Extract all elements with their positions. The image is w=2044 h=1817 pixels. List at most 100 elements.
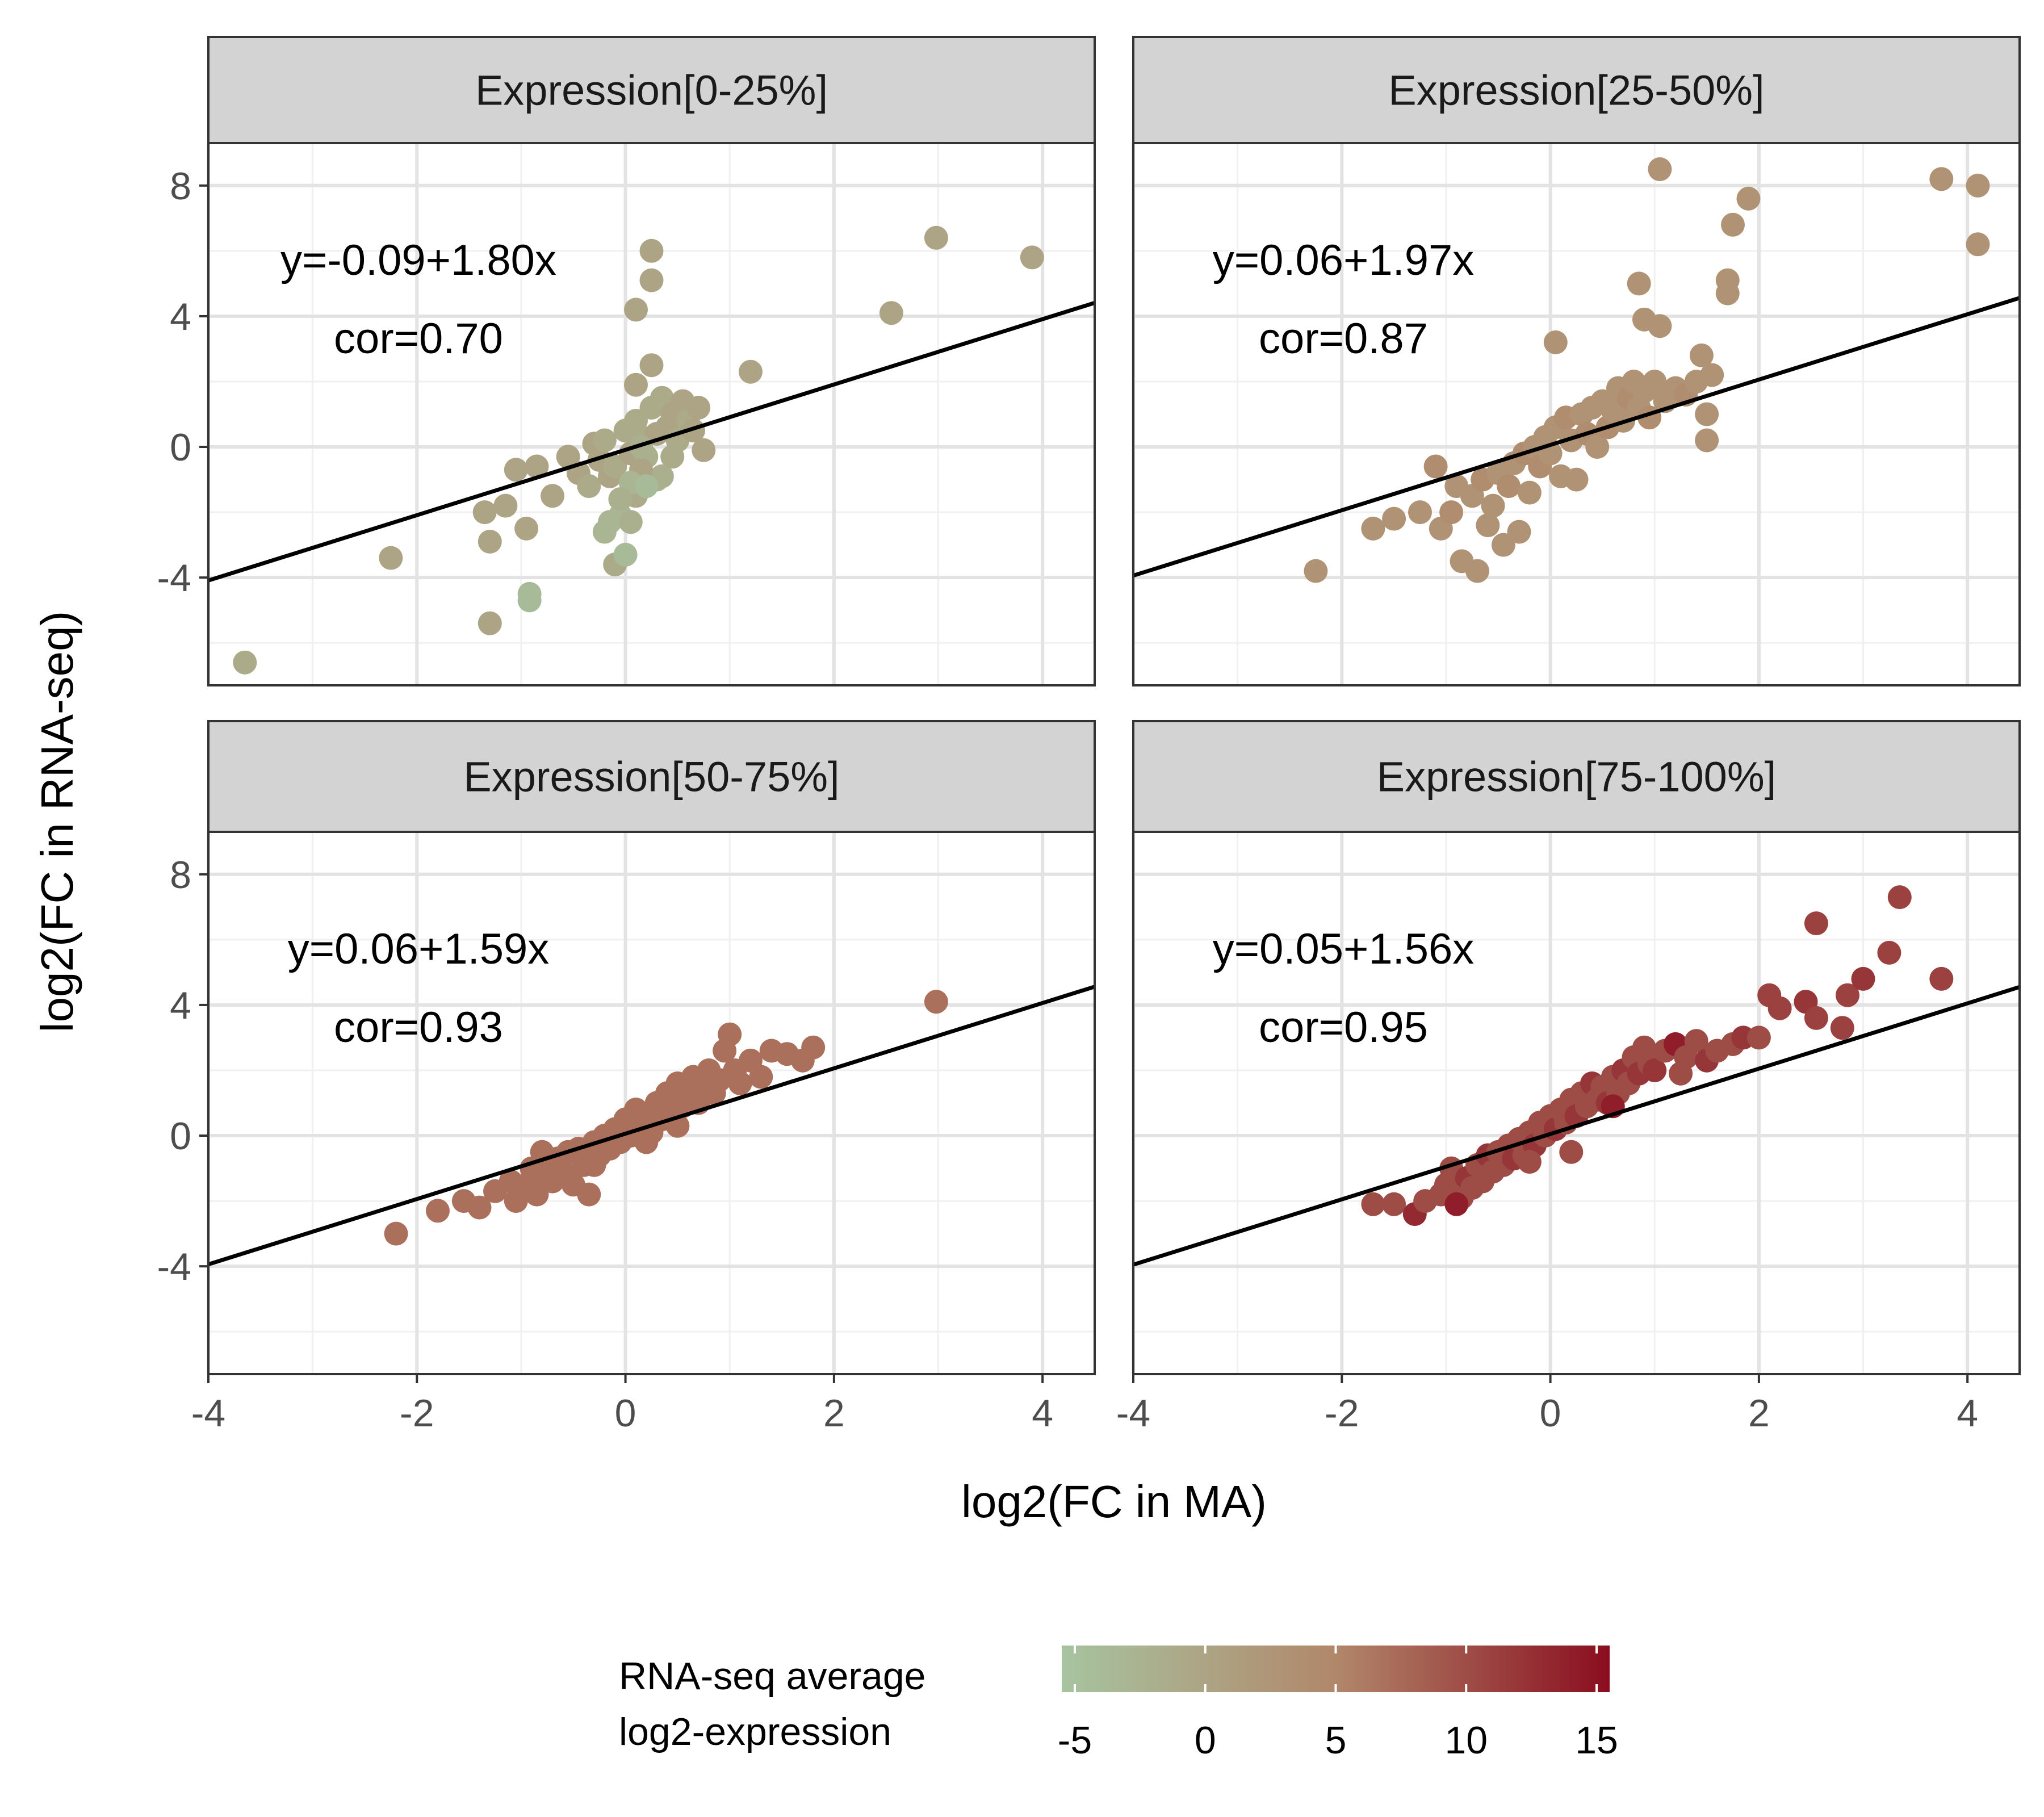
- y-tick-label: 4: [170, 295, 191, 338]
- facet-strip: [207, 36, 1096, 144]
- correlation-label: cor=0.95: [1259, 1003, 1428, 1052]
- x-tick-label: -4: [1116, 1392, 1150, 1435]
- y-tick-label: 8: [170, 853, 191, 897]
- plot-area: [208, 985, 1095, 1267]
- data-point: [879, 301, 903, 325]
- y-tick-label: 0: [170, 1115, 191, 1158]
- data-point: [1517, 480, 1542, 505]
- data-point: [1736, 186, 1761, 211]
- data-point: [1966, 173, 1990, 198]
- x-axis-title: log2(FC in MA): [961, 1476, 1267, 1527]
- regression-equation: y=0.06+1.97x: [1213, 236, 1475, 284]
- data-point: [1648, 157, 1672, 181]
- data-point: [514, 516, 539, 541]
- correlation-label: cor=0.70: [334, 315, 503, 363]
- data-point: [472, 500, 497, 525]
- data-point: [613, 542, 638, 567]
- y-tick-label: -4: [157, 1245, 191, 1288]
- data-point: [618, 510, 643, 534]
- data-point: [1585, 435, 1610, 459]
- data-point: [1804, 1006, 1828, 1030]
- data-point: [504, 458, 528, 482]
- y-tick-label: 8: [170, 165, 191, 208]
- data-point: [1382, 1192, 1406, 1216]
- correlation-label: cor=0.87: [1259, 315, 1428, 363]
- legend-title-line1: RNA-seq average: [619, 1655, 925, 1698]
- facet-strip: [1132, 720, 2021, 833]
- x-tick-label: 4: [1957, 1392, 1978, 1435]
- legend-tick-label: 5: [1325, 1719, 1347, 1762]
- regression-equation: y=-0.09+1.80x: [280, 236, 556, 284]
- data-point: [634, 474, 659, 499]
- data-point: [1444, 474, 1469, 499]
- data-point: [592, 520, 617, 544]
- y-tick-label: -4: [157, 556, 191, 600]
- data-point: [639, 268, 664, 292]
- data-point: [1830, 1016, 1854, 1040]
- data-point: [1700, 363, 1724, 387]
- data-point: [1721, 212, 1745, 237]
- data-point: [1559, 1140, 1584, 1164]
- legend-tick-label: 0: [1195, 1719, 1216, 1762]
- regression-line: [208, 985, 1095, 1267]
- data-point: [608, 487, 633, 512]
- facet-title: Expression[0-25%]: [475, 67, 828, 114]
- x-tick-label: -4: [191, 1392, 225, 1435]
- y-tick-label: 0: [170, 426, 191, 469]
- plot-area: [1133, 157, 2020, 583]
- data-point: [1423, 454, 1448, 479]
- facet-title: Expression[50-75%]: [463, 753, 839, 801]
- data-point: [426, 1199, 450, 1223]
- data-point: [1444, 1192, 1469, 1216]
- data-point: [379, 546, 403, 570]
- data-point: [517, 588, 542, 613]
- data-point: [478, 529, 502, 554]
- data-point: [493, 493, 518, 518]
- data-point: [639, 238, 664, 263]
- data-point: [1476, 513, 1500, 538]
- data-point: [634, 1130, 659, 1154]
- data-point: [525, 454, 549, 479]
- data-point: [692, 438, 716, 462]
- data-point: [801, 1035, 826, 1060]
- data-point: [1020, 245, 1044, 270]
- data-point: [639, 353, 664, 378]
- data-point: [924, 225, 948, 250]
- legend-title-line2: log2-expression: [619, 1710, 891, 1753]
- correlation-label: cor=0.93: [334, 1003, 503, 1052]
- data-point: [1507, 520, 1531, 544]
- data-point: [1966, 232, 1990, 257]
- data-point: [577, 474, 601, 499]
- panels: Expression[0-25%] y=-0.09+1.80x cor=0.70 -4…: [157, 36, 2021, 1435]
- data-point: [1491, 533, 1515, 557]
- data-point: [1689, 343, 1714, 367]
- data-point: [592, 428, 617, 453]
- plot-area: [208, 225, 1095, 675]
- data-point: [1643, 1058, 1667, 1082]
- data-point: [1746, 1025, 1771, 1050]
- x-tick-label: 4: [1032, 1392, 1053, 1435]
- x-tick-label: 2: [823, 1392, 845, 1435]
- data-point: [478, 611, 502, 635]
- facet-title: Expression[25-50%]: [1388, 67, 1764, 114]
- data-point: [1929, 966, 1954, 991]
- data-point: [1382, 506, 1406, 531]
- y-axis-title: log2(FC in RNA-seq): [32, 611, 82, 1032]
- data-point: [1887, 885, 1912, 910]
- data-point: [525, 1182, 549, 1207]
- data-point: [467, 1195, 492, 1220]
- x-tick-label: 0: [1540, 1392, 1561, 1435]
- data-point: [624, 372, 648, 397]
- legend-tick-label: 10: [1444, 1719, 1488, 1762]
- y-tick-label: 4: [170, 984, 191, 1027]
- data-point: [541, 484, 564, 508]
- data-point: [1684, 1029, 1708, 1053]
- data-point: [1497, 474, 1521, 499]
- data-point: [1877, 940, 1901, 965]
- data-point: [749, 1065, 773, 1089]
- legend-tick-label: 15: [1575, 1719, 1618, 1762]
- data-point: [1361, 1192, 1385, 1216]
- data-point: [1627, 271, 1651, 296]
- data-point: [1408, 500, 1432, 525]
- data-point: [577, 1182, 601, 1207]
